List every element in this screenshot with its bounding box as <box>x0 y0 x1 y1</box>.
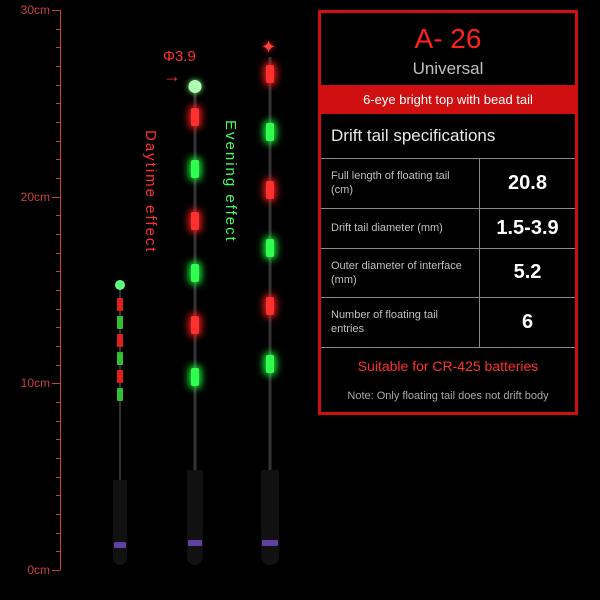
rod-stripe <box>191 264 199 282</box>
spec-row: Full length of floating tail (cm) 20.8 <box>321 159 575 209</box>
tick-minor <box>56 47 60 48</box>
tick-minor <box>56 290 60 291</box>
panel-header: A- 26 Universal <box>321 13 575 85</box>
tick-minor <box>56 253 60 254</box>
tick-minor <box>56 178 60 179</box>
ruler-axis <box>60 10 61 570</box>
rod-stripe <box>191 108 199 126</box>
spec-panel: A- 26 Universal 6-eye bright top with be… <box>318 10 578 415</box>
spec-table: Drift tail specifications Full length of… <box>321 114 575 347</box>
tick-minor <box>56 477 60 478</box>
battery-note: Suitable for CR-425 batteries <box>321 347 575 384</box>
arrow-right-icon: → <box>163 66 181 87</box>
rod-connector <box>262 540 278 546</box>
tick-minor <box>56 327 60 328</box>
rod-stripe <box>266 123 274 141</box>
model-subtitle: Universal <box>321 59 575 79</box>
rod-bead-icon <box>189 80 202 93</box>
tick-minor <box>56 402 60 403</box>
tick-major <box>52 383 60 384</box>
rod-stripe <box>117 298 123 311</box>
rod-connector <box>188 540 202 546</box>
tick-minor <box>56 141 60 142</box>
tick-minor <box>56 439 60 440</box>
model-title: A- 26 <box>321 23 575 55</box>
rod-stripe <box>266 239 274 257</box>
tick-label-30: 30cm <box>15 3 50 17</box>
tick-label-20: 20cm <box>15 190 50 204</box>
tick-minor <box>56 346 60 347</box>
spec-table-title: Drift tail specifications <box>321 114 575 159</box>
tick-minor <box>56 458 60 459</box>
tick-label-0: 0cm <box>15 563 50 577</box>
tick-minor <box>56 514 60 515</box>
rod-bead-icon <box>115 280 125 290</box>
rod-stripe <box>191 368 199 386</box>
tick-minor <box>56 533 60 534</box>
rod-stripe <box>266 181 274 199</box>
rod-stripe <box>266 297 274 315</box>
rod-connector <box>114 542 126 548</box>
disclaimer-note: Note: Only floating tail does not drift … <box>321 384 575 412</box>
rod-stripe <box>117 388 123 401</box>
tick-label-10: 10cm <box>15 376 50 390</box>
spec-value: 6 <box>480 298 575 347</box>
rod-stripe <box>117 352 123 365</box>
spec-label: Full length of floating tail (cm) <box>321 159 480 208</box>
spec-label: Drift tail diameter (mm) <box>321 209 480 248</box>
tick-minor <box>56 85 60 86</box>
spec-row: Drift tail diameter (mm) 1.5-3.9 <box>321 209 575 249</box>
rod-stripe <box>191 316 199 334</box>
rod-stripe <box>191 160 199 178</box>
rod-base <box>261 470 279 565</box>
spec-row: Outer diameter of interface (mm) 5.2 <box>321 249 575 299</box>
evening-effect-label: Evening effect <box>222 120 239 243</box>
tick-minor <box>56 159 60 160</box>
panel-band: 6-eye bright top with bead tail <box>321 85 575 114</box>
tick-minor <box>56 309 60 310</box>
spec-label: Outer diameter of interface (mm) <box>321 249 480 298</box>
rod-stripe <box>117 316 123 329</box>
spec-value: 5.2 <box>480 249 575 298</box>
rod-stem <box>194 92 197 472</box>
diameter-callout: Φ3.9 <box>163 48 196 65</box>
daytime-effect-label: Daytime effect <box>142 130 159 254</box>
tick-minor <box>56 29 60 30</box>
tick-major <box>52 10 60 11</box>
tick-minor <box>56 271 60 272</box>
tick-major <box>52 197 60 198</box>
rod-stripe <box>191 212 199 230</box>
tick-minor <box>56 215 60 216</box>
tick-minor <box>56 66 60 67</box>
spec-value: 20.8 <box>480 159 575 208</box>
tick-minor <box>56 122 60 123</box>
spec-label: Number of floating tail entries <box>321 298 480 347</box>
tick-minor <box>56 103 60 104</box>
tick-minor <box>56 421 60 422</box>
tick-minor <box>56 495 60 496</box>
rod-base <box>187 470 203 565</box>
tick-major <box>52 570 60 571</box>
rod-stripe <box>117 334 123 347</box>
tick-minor <box>56 551 60 552</box>
rod-stem <box>269 57 272 472</box>
rod-base <box>113 480 127 565</box>
sparkle-icon: ✦ <box>261 37 276 58</box>
rod-stripe <box>117 370 123 383</box>
tick-minor <box>56 365 60 366</box>
rod-daytime <box>110 280 130 570</box>
tick-minor <box>56 234 60 235</box>
spec-value: 1.5-3.9 <box>480 209 575 248</box>
spec-row: Number of floating tail entries 6 <box>321 298 575 347</box>
rod-evening-1 <box>185 80 205 570</box>
rod-evening-2: ✦ <box>260 45 280 570</box>
ruler: 30cm 20cm 10cm 0cm <box>20 10 60 570</box>
rod-stripe <box>266 65 274 83</box>
rod-stripe <box>266 355 274 373</box>
